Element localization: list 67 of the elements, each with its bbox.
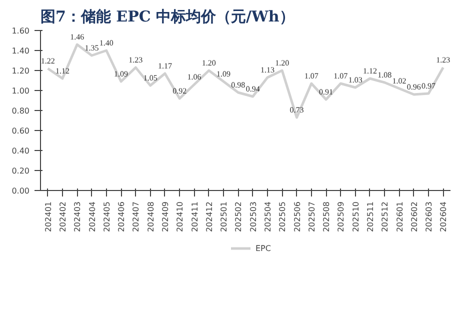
data-label: 1.12 (55, 66, 70, 76)
x-tick-label: 202504 (263, 201, 272, 232)
data-label: 0.96 (406, 82, 421, 92)
y-tick-label: 1.20 (12, 66, 30, 76)
legend-label: EPC (256, 244, 272, 252)
data-label: 1.02 (392, 76, 406, 86)
data-label: 1.46 (70, 32, 84, 42)
y-tick-label: 0.00 (12, 186, 30, 196)
data-label: 1.03 (348, 76, 362, 84)
x-tick-label: 202411 (190, 201, 200, 232)
data-label: 1.07 (334, 72, 348, 80)
data-label: 1.09 (216, 70, 231, 78)
x-tick-label: 202409 (160, 201, 170, 232)
y-tick-label: 0.40 (12, 146, 30, 156)
x-tick-label: 202505 (278, 201, 288, 232)
x-tick-label: 202401 (44, 201, 53, 232)
x-tick-label: 202402 (58, 201, 68, 232)
data-label: 1.06 (187, 72, 202, 82)
data-label: 1.40 (99, 38, 114, 48)
data-label: 1.20 (275, 58, 290, 68)
x-tick-label: 202507 (307, 201, 316, 232)
data-label: 1.12 (362, 66, 377, 76)
x-tick-label: 202506 (292, 201, 302, 232)
x-tick-label: 202509 (336, 201, 346, 232)
x-tick-label: 202406 (117, 201, 126, 232)
data-label: 0.98 (231, 80, 246, 90)
data-label: 1.22 (40, 56, 55, 66)
y-tick-label: 1.40 (12, 46, 30, 56)
x-tick-label: 202503 (248, 201, 258, 232)
x-tick-label: 202502 (234, 201, 244, 232)
y-tick-label: 0.20 (12, 166, 30, 176)
x-tick-label: 202410 (176, 201, 185, 232)
x-tick-label: 202508 (322, 201, 332, 232)
data-label: 0.97 (422, 82, 436, 90)
data-label: 1.08 (378, 70, 392, 80)
x-tick-label: 202408 (146, 201, 156, 232)
y-tick-label: 1.60 (12, 26, 30, 36)
data-label: 1.23 (436, 56, 450, 64)
x-tick-label: 202407 (132, 201, 141, 232)
chart-title: 图7：储能 EPC 中标均价（元/Wh） (40, 8, 294, 26)
x-tick-label: 202510 (351, 201, 360, 232)
data-label: 1.20 (202, 58, 216, 68)
y-tick-label: 0.80 (12, 106, 30, 116)
x-tick-label: 202405 (102, 201, 112, 232)
data-label: 1.05 (143, 74, 158, 82)
y-tick-label: 1.00 (12, 86, 30, 96)
x-tick-label: 202603 (424, 201, 434, 232)
data-label: 1.07 (304, 72, 318, 80)
data-label: 1.35 (84, 44, 99, 52)
data-label: 0.92 (172, 86, 187, 96)
x-tick-label: 202501 (220, 201, 229, 232)
x-tick-label: 202601 (395, 201, 404, 232)
data-label: 1.13 (260, 66, 274, 74)
data-label: 0.91 (319, 88, 334, 96)
x-tick-label: 202512 (380, 201, 390, 232)
x-tick-label: 202604 (439, 201, 448, 232)
data-label: 0.94 (246, 84, 260, 94)
x-tick-label: 202602 (410, 201, 419, 232)
x-tick-label: 202404 (88, 201, 97, 232)
data-label: 1.09 (114, 70, 128, 78)
data-label: 1.23 (128, 56, 143, 64)
x-tick-label: 202412 (204, 201, 214, 232)
x-tick-label: 202403 (73, 201, 82, 232)
y-tick-label: 0.60 (12, 126, 30, 136)
data-label: 1.17 (158, 62, 172, 70)
x-tick-label: 202511 (366, 201, 375, 232)
data-label: 0.73 (290, 106, 304, 114)
